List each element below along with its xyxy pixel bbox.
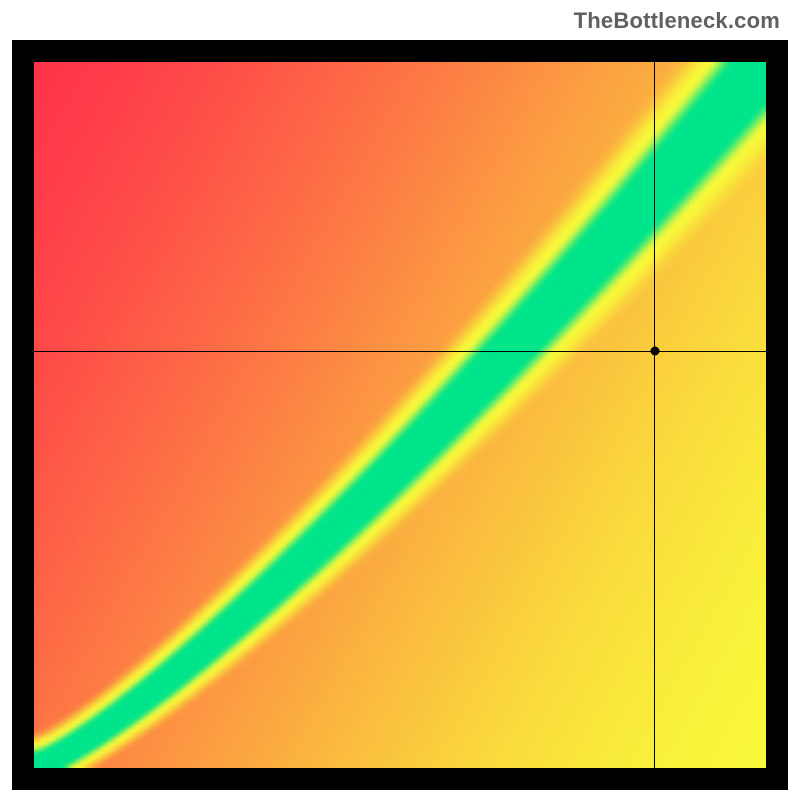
watermark-text: TheBottleneck.com [574, 8, 780, 34]
crosshair-point [650, 347, 659, 356]
crosshair-vertical [654, 62, 655, 768]
heatmap-canvas [34, 62, 766, 768]
